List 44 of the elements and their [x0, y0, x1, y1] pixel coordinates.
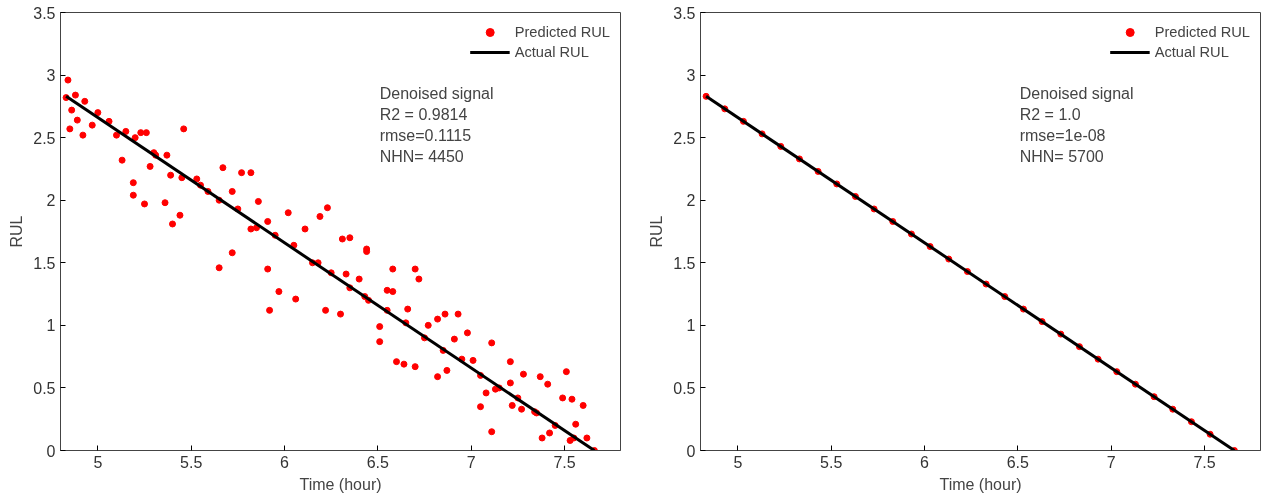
y-tick-label: 3: [46, 67, 56, 85]
x-tick-label: 7.5: [1193, 453, 1216, 471]
y-tick-label: 3: [686, 67, 696, 85]
x-tick-label: 7: [466, 453, 476, 471]
annotation: Denoised signal: [379, 85, 494, 103]
annotation: R2 = 1.0: [1019, 106, 1081, 124]
x-tick-label: 7.5: [553, 453, 576, 471]
annotation: NHN= 4450: [379, 148, 464, 166]
legend-label: Predicted RUL: [1154, 24, 1250, 40]
legend-label: Actual RUL: [514, 44, 589, 60]
annotation: rmse=0.1115: [379, 127, 472, 145]
x-tick-label: 5: [93, 453, 103, 471]
annotation: rmse=1e-08: [1019, 127, 1106, 145]
x-tick-label: 6: [920, 453, 930, 471]
x-axis-title: Time (hour): [299, 475, 382, 493]
y-tick-label: 1: [686, 317, 696, 335]
y-tick-label: 1: [46, 317, 56, 335]
x-tick-label: 6: [280, 453, 290, 471]
y-tick-label: 3.5: [673, 4, 696, 22]
annotation: R2 = 0.9814: [379, 106, 468, 124]
y-tick-label: 2.5: [33, 129, 56, 147]
y-tick-label: 3.5: [33, 4, 56, 22]
y-tick-label: 1.5: [673, 254, 696, 272]
y-tick-label: 0: [686, 442, 696, 460]
x-tick-label: 5.5: [180, 453, 203, 471]
x-tick-label: 6.5: [366, 453, 390, 471]
x-tick-label: 6.5: [1006, 453, 1030, 471]
y-axis-title: RUL: [8, 215, 26, 248]
y-axis-title: RUL: [648, 215, 666, 248]
legend-label: Predicted RUL: [514, 24, 610, 40]
y-tick-label: 0: [46, 442, 56, 460]
y-tick-label: 0.5: [673, 379, 696, 397]
x-tick-label: 5: [733, 453, 743, 471]
y-tick-label: 2: [46, 192, 56, 210]
annotation: Denoised signal: [1019, 85, 1134, 103]
y-tick-label: 2.5: [673, 129, 696, 147]
x-tick-label: 5.5: [820, 453, 843, 471]
x-axis-title: Time (hour): [939, 475, 1022, 493]
y-tick-label: 2: [686, 192, 696, 210]
y-tick-label: 0.5: [33, 379, 56, 397]
x-tick-label: 7: [1106, 453, 1116, 471]
y-tick-label: 1.5: [33, 254, 56, 272]
annotation: NHN= 5700: [1019, 148, 1104, 166]
legend-label: Actual RUL: [1154, 44, 1229, 60]
